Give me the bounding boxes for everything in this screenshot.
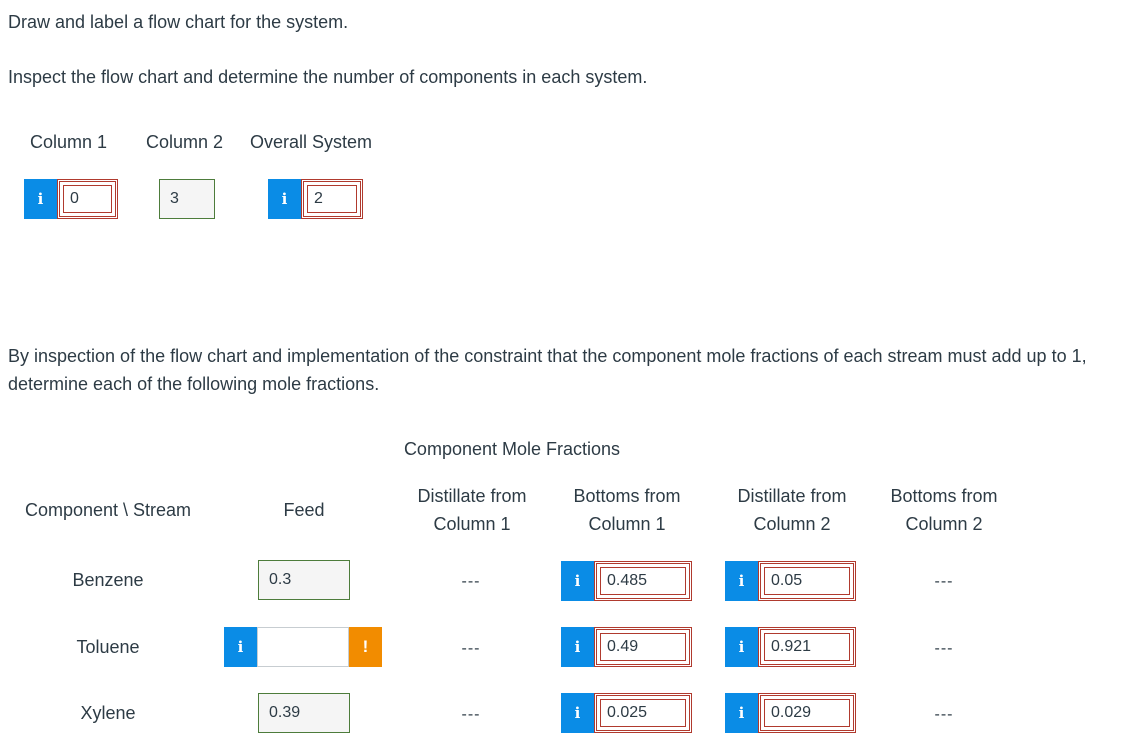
overall-system-components-input[interactable]: 2 bbox=[301, 179, 363, 219]
benzene-d1-dash: --- bbox=[461, 573, 481, 590]
row-label-xylene: Xylene bbox=[80, 703, 136, 723]
benzene-b1-input[interactable]: 0.485 bbox=[594, 561, 692, 601]
label-overall-system: Overall System bbox=[250, 132, 373, 152]
xylene-b1-input[interactable]: 0.025 bbox=[594, 693, 692, 733]
info-icon[interactable]: i bbox=[725, 693, 758, 733]
info-icon[interactable]: i bbox=[725, 627, 758, 667]
header-distillate-col1: Distillate from Column 1 bbox=[392, 482, 552, 538]
info-icon[interactable]: i bbox=[224, 627, 257, 667]
column-1-components-input[interactable]: 0 bbox=[57, 179, 118, 219]
toluene-b2-dash: --- bbox=[934, 640, 954, 657]
toluene-b1-input[interactable]: 0.49 bbox=[594, 627, 692, 667]
xylene-b2-dash: --- bbox=[934, 706, 954, 723]
toluene-feed-input[interactable] bbox=[257, 627, 349, 667]
header-distillate-col2: Distillate from Column 2 bbox=[712, 482, 872, 538]
corner-header: Component \ Stream bbox=[24, 500, 192, 520]
header-line: Distillate from bbox=[737, 486, 847, 506]
row-label-benzene: Benzene bbox=[72, 570, 144, 590]
info-icon[interactable]: i bbox=[725, 561, 758, 601]
instruction-mole-fractions: By inspection of the flow chart and impl… bbox=[8, 346, 1087, 394]
label-column-1: Column 1 bbox=[30, 132, 108, 152]
table-title: Component Mole Fractions bbox=[403, 439, 621, 459]
info-icon[interactable]: i bbox=[561, 627, 594, 667]
instruction-inspect: Inspect the flow chart and determine the… bbox=[8, 67, 648, 87]
benzene-feed-input[interactable]: 0.3 bbox=[258, 560, 350, 600]
info-icon[interactable]: i bbox=[561, 693, 594, 733]
header-line: Distillate from bbox=[417, 486, 527, 506]
info-icon[interactable]: i bbox=[268, 179, 301, 219]
benzene-d2-input[interactable]: 0.05 bbox=[758, 561, 856, 601]
column-2-components-input[interactable]: 3 bbox=[159, 179, 215, 219]
toluene-d1-dash: --- bbox=[461, 640, 481, 657]
feed-header: Feed bbox=[283, 500, 325, 520]
xylene-feed-input[interactable]: 0.39 bbox=[258, 693, 350, 733]
xylene-d1-dash: --- bbox=[461, 706, 481, 723]
header-line: Bottoms from bbox=[573, 486, 681, 506]
info-icon[interactable]: i bbox=[24, 179, 57, 219]
label-column-2: Column 2 bbox=[146, 132, 224, 152]
xylene-d2-input[interactable]: 0.029 bbox=[758, 693, 856, 733]
header-line: Column 1 bbox=[433, 514, 511, 534]
info-icon[interactable]: i bbox=[561, 561, 594, 601]
toluene-d2-input[interactable]: 0.921 bbox=[758, 627, 856, 667]
warning-icon[interactable]: ! bbox=[349, 627, 382, 667]
header-line: Bottoms from bbox=[890, 486, 998, 506]
header-line: Column 2 bbox=[905, 514, 983, 534]
row-label-toluene: Toluene bbox=[76, 637, 140, 657]
header-line: Column 1 bbox=[588, 514, 666, 534]
header-bottoms-col1: Bottoms from Column 1 bbox=[547, 482, 707, 538]
header-line: Column 2 bbox=[753, 514, 831, 534]
instruction-draw-flowchart: Draw and label a flow chart for the syst… bbox=[8, 12, 349, 32]
benzene-b2-dash: --- bbox=[934, 573, 954, 590]
header-bottoms-col2: Bottoms from Column 2 bbox=[864, 482, 1024, 538]
